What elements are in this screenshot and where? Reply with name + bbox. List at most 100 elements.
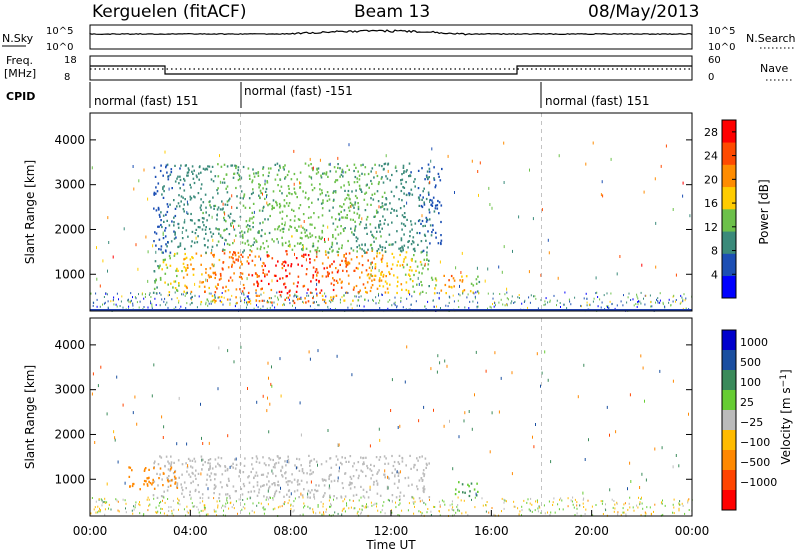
power-cell [650,301,652,304]
velocity-cell [336,354,338,358]
velocity-cell [409,454,411,457]
velocity-cell [346,502,347,505]
power-cell [292,304,293,307]
power-cell [354,194,357,198]
velocity-cell [203,506,205,509]
power-cell [226,203,229,206]
nave-tick-high: 60 [708,55,721,66]
velocity-cell [91,497,93,499]
velocity-cell [420,511,422,514]
power-cell [655,265,657,269]
velocity-cell [494,351,496,355]
power-cell [317,198,319,201]
power-cell [210,302,212,305]
velocity-cell [306,472,308,475]
velocity-cell [544,350,546,354]
power-cell [300,242,302,245]
velocity-cell [143,513,145,516]
velocity-colorbar-tick-label: 1000 [740,336,768,349]
power-cell [680,301,682,304]
power-cell [182,226,184,229]
velocity-cell [205,513,207,516]
power-cell [223,181,226,184]
velocity-cell [376,502,378,505]
power-cell [438,201,441,204]
power-cell [271,208,273,211]
velocity-colorbar-frame [721,329,737,511]
velocity-cell [304,504,306,507]
power-cell [311,167,314,170]
power-cell [185,164,187,167]
power-cell [255,272,257,275]
power-cell [211,294,214,298]
power-cell [347,306,349,309]
velocity-cell [328,475,330,478]
velocity-cell [284,472,286,475]
power-cell [409,174,411,177]
power-cell [288,228,290,231]
power-cell [614,307,616,310]
power-cell [622,304,624,307]
power-cell [332,222,335,225]
velocity-cell [207,496,210,499]
power-cell [344,216,347,219]
power-cell [408,194,411,197]
power-cell [277,184,279,187]
power-cell [437,199,439,203]
power-cell [662,303,664,306]
power-cell [409,274,411,278]
power-cell [179,178,182,182]
power-cell [341,296,343,299]
velocity-cell [349,483,352,486]
power-cell [408,175,410,178]
power-cell [450,285,452,289]
power-cell [218,228,220,231]
power-cell [280,290,283,293]
velocity-cell [316,489,319,492]
velocity-cell [132,512,134,515]
velocity-cell [418,497,421,500]
power-cell [340,173,343,176]
power-cell [163,190,165,193]
power-cell [210,275,212,278]
velocity-cell [641,502,643,505]
power-cell [166,301,168,304]
power-cell [606,292,608,295]
power-cell [354,295,356,298]
power-cell [107,300,109,303]
velocity-cell [268,480,270,483]
velocity-cell [322,495,324,498]
power-cell [209,267,212,270]
power-cell [214,285,217,288]
power-cell [600,306,602,309]
power-cell [183,221,186,224]
velocity-cell [260,485,262,488]
power-cell [260,234,262,237]
power-cell [272,190,275,193]
power-cell [568,298,570,301]
power-cell [376,249,378,253]
power-cell [406,218,408,221]
velocity-cell [360,512,362,515]
power-cell [350,247,353,250]
power-cell [409,293,411,296]
power-cell [610,157,612,161]
velocity-cell [256,504,258,507]
power-cell [308,294,310,297]
power-cell [586,304,588,307]
power-cell [530,294,532,297]
power-cell [161,193,163,196]
power-cell [271,238,273,241]
velocity-cell [198,490,200,494]
velocity-cell [574,514,576,516]
power-cell [558,154,560,158]
power-cell [214,301,216,304]
power-cell [309,250,312,253]
power-cell [354,229,356,232]
power-cell [249,177,251,180]
power-cell [206,298,209,301]
power-cell [307,236,310,239]
velocity-cell [570,499,572,502]
y-tick-label: 4000 [54,133,85,147]
velocity-cell [614,507,616,510]
